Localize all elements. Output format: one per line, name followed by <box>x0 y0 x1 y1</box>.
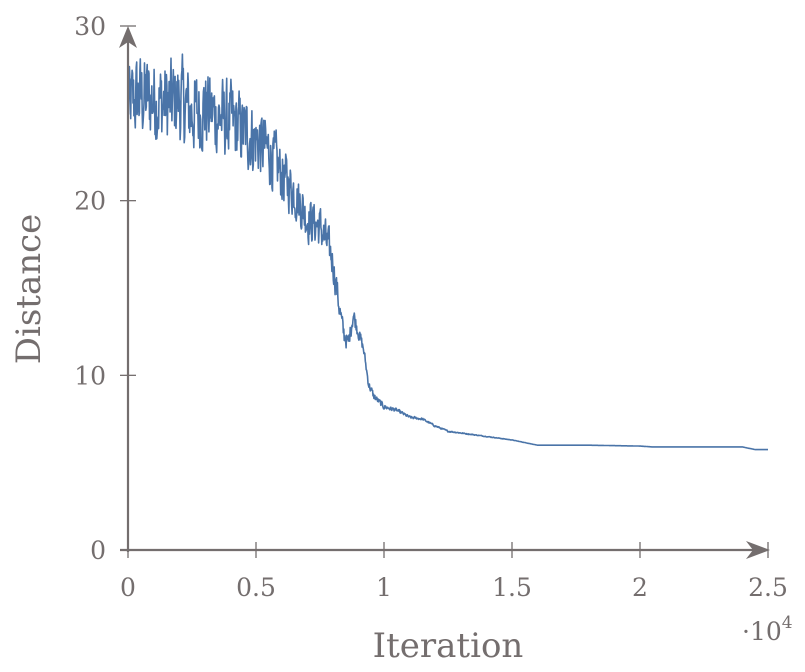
x-axis-title: Iteration <box>373 626 524 666</box>
x-tick-label: 2 <box>632 573 648 602</box>
y-tick-label: 30 <box>74 12 106 41</box>
x-tick-label: 0.5 <box>236 573 276 602</box>
plot-area <box>127 53 769 451</box>
x-tick-label: 1 <box>376 573 392 602</box>
tick-labels: 0 0.5 1 1.5 2 2.5 0 10 20 30 <box>74 12 788 602</box>
x-axis-multiplier: ·104 <box>742 613 793 646</box>
x-axis-arrow-icon <box>746 541 770 559</box>
x-multiplier-exponent: 4 <box>782 613 793 633</box>
distance-series-line <box>127 53 769 451</box>
y-tick-label: 10 <box>74 361 106 390</box>
x-multiplier-base: ·10 <box>742 617 782 646</box>
y-axis-title: Distance <box>9 214 49 365</box>
x-tick-label: 1.5 <box>492 573 532 602</box>
x-tick-label: 0 <box>120 573 136 602</box>
axis-ticks <box>120 25 769 558</box>
y-tick-label: 0 <box>90 536 106 565</box>
x-tick-label: 2.5 <box>748 573 788 602</box>
axes <box>120 34 762 552</box>
y-tick-label: 20 <box>74 187 106 216</box>
y-axis-arrow-icon <box>119 26 137 48</box>
